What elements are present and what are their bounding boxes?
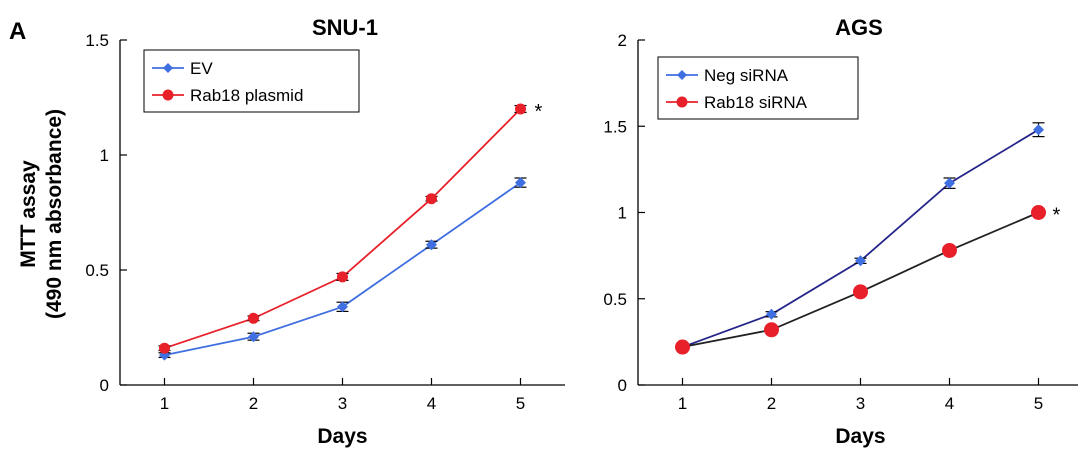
x-tick-label: 3 [856,394,865,413]
y-tick-label: 1 [100,146,109,165]
data-point-circle [675,339,690,355]
x-tick-label: 2 [249,394,258,413]
x-axis-label: Days [835,425,885,448]
x-tick-label: 1 [678,394,687,413]
series-line-0 [164,181,522,356]
data-point-circle [159,342,170,354]
legend-box [143,49,360,113]
data-point-diamond [855,255,866,267]
data-point-diamond [766,308,777,320]
data-point-circle [426,193,437,205]
x-tick-label: 3 [338,394,347,413]
legend-label: Rab18 siRNA [704,93,808,112]
y-tick-label: 0 [618,376,627,395]
y-tick-label: 1 [618,204,627,223]
legend-label: EV [190,59,213,78]
significance-star: * [535,101,543,123]
legend-marker-diamond [677,70,687,80]
chart-title: AGS [835,15,883,40]
legend-box [657,56,859,120]
x-tick-label: 2 [767,394,776,413]
data-point-diamond [944,177,955,189]
chart-snu1: SNU-1 0 0.5 1 1.5 1 2 3 4 5 Days * EV Rab18 plasmid [85,15,565,448]
legend-label: Neg siRNA [704,66,789,85]
legend-marker-circle [676,96,688,108]
y-tick-label: 0.5 [603,290,627,309]
significance-star: * [1053,205,1061,227]
data-point-circle [853,284,868,300]
y-tick-label: 0 [100,376,109,395]
data-point-circle [1031,205,1046,220]
data-point-diamond [515,177,526,189]
data-point-diamond [426,239,437,251]
chart-ags: AGS 0 0.5 1 1.5 2 1 2 3 4 5 Days * Neg siRNA Rab18 siR… [603,15,1078,448]
data-point-diamond [248,331,259,343]
y-tick-label: 1.5 [85,31,109,50]
data-point-circle [942,242,957,258]
legend-marker-diamond [163,63,173,73]
data-point-circle [248,312,259,324]
y-tick-label: 2 [618,31,627,50]
x-axis-label: Days [317,425,367,448]
x-tick-label: 5 [1034,394,1043,413]
panel-label: A [9,18,26,45]
y-axis-label: MTT assay (490 nm absorbance) [17,109,66,319]
data-point-diamond [1033,124,1044,136]
legend-label: Rab18 plasmid [190,86,303,105]
y-tick-label: 1.5 [603,117,627,136]
y-axis-label-line2: (490 nm absorbance) [43,109,66,319]
y-axis-label-line1: MTT assay [17,160,40,268]
y-tick-label: 0.5 [85,261,109,280]
data-point-circle [337,271,348,283]
chart-title: SNU-1 [312,15,378,40]
x-tick-label: 4 [945,394,954,413]
data-point-circle [764,322,779,338]
data-point-circle [515,103,526,115]
series-line-0 [682,128,1039,348]
x-tick-label: 5 [516,394,525,413]
legend-marker-circle [162,89,174,101]
x-tick-label: 1 [160,394,169,413]
x-tick-label: 4 [427,394,436,413]
series-line-1 [164,108,522,350]
data-point-diamond [337,301,348,313]
